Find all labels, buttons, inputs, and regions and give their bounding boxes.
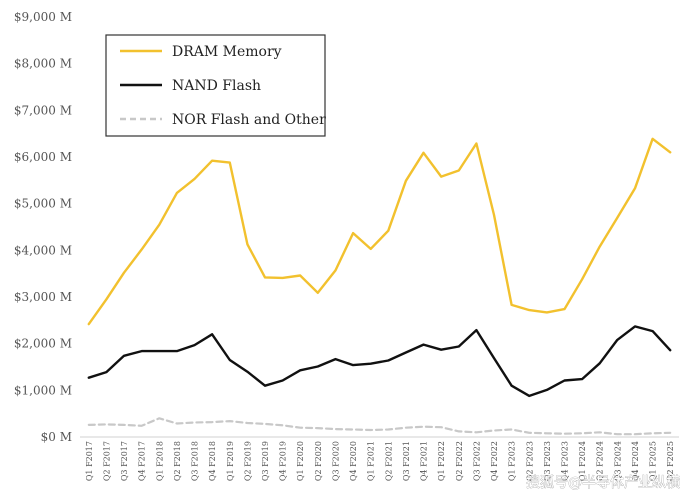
y-tick-label: $5,000 M [14, 197, 72, 211]
x-tick-label: Q1 F2022 [437, 441, 446, 481]
x-tick-label: Q2 F2019 [243, 441, 252, 481]
x-tick-label: Q2 F2025 [666, 441, 675, 481]
y-tick-label: $9,000 M [14, 10, 72, 24]
legend-label-nand-flash: NAND Flash [172, 78, 261, 94]
x-tick-label: Q3 F2024 [613, 441, 622, 481]
series-line-nor-flash-and-other [87, 417, 672, 436]
x-tick-label: Q2 F2018 [173, 441, 182, 481]
x-tick-label: Q3 F2021 [402, 441, 411, 481]
x-tick-label: Q1 F2024 [578, 441, 587, 481]
legend-label-nor-flash-and-other: NOR Flash and Other [172, 112, 326, 128]
series-line-dram-memory [87, 137, 672, 326]
x-tick-label: Q3 F2018 [191, 441, 200, 481]
y-tick-label: $7,000 M [14, 103, 72, 117]
x-tick-label: Q4 F2022 [490, 441, 499, 481]
x-tick-label: Q4 F2019 [279, 441, 288, 481]
x-tick-label: Q2 F2023 [525, 441, 534, 481]
x-tick-label: Q4 F2018 [208, 441, 217, 481]
x-tick-label: Q4 F2023 [560, 441, 569, 481]
y-tick-label: $6,000 M [14, 150, 72, 164]
x-tick-label: Q2 F2024 [596, 441, 605, 481]
x-tick-label: Q3 F2020 [331, 441, 340, 481]
y-tick-label: $2,000 M [14, 337, 72, 351]
x-tick-label: Q2 F2021 [384, 441, 393, 481]
x-tick-label: Q1 F2025 [649, 441, 658, 481]
watermark: 搜狐号@半导体产业纵横 [526, 475, 680, 491]
x-tick-label: Q1 F2021 [367, 441, 376, 481]
x-tick-label: Q1 F2020 [296, 441, 305, 481]
x-tick-label: Q4 F2024 [631, 441, 640, 481]
series-line-nand-flash [87, 325, 672, 398]
x-tick-label: Q3 F2017 [120, 441, 129, 481]
y-axis: $0 M $1,000 M $2,000 M $3,000 M $4,000 M $5,0… [14, 10, 72, 444]
x-tick-label: Q1 F2019 [226, 441, 235, 481]
x-tick-label: Q1 F2023 [508, 441, 517, 481]
x-tick-label: Q4 F2021 [420, 441, 429, 481]
x-axis: Q1 F2017 Q2 F2017 Q3 F2017 Q4 F2017 Q1 F2018… [85, 441, 675, 481]
x-tick-label: Q3 F2023 [543, 441, 552, 481]
y-tick-label: $8,000 M [14, 57, 72, 71]
x-tick-label: Q2 F2022 [455, 441, 464, 481]
y-tick-label: $3,000 M [14, 290, 72, 304]
x-tick-label: Q3 F2019 [261, 441, 270, 481]
x-tick-label: Q2 F2017 [102, 441, 111, 481]
x-tick-label: Q1 F2018 [155, 441, 164, 481]
y-tick-label: $4,000 M [14, 243, 72, 257]
x-tick-label: Q4 F2020 [349, 441, 358, 481]
y-tick-label: $1,000 M [14, 383, 72, 397]
legend-items: DRAM Memory NAND Flash NOR Flash and Other [120, 44, 326, 128]
legend-label-dram-memory: DRAM Memory [172, 44, 282, 60]
x-tick-label: Q2 F2020 [314, 441, 323, 481]
legend: DRAM Memory NAND Flash NOR Flash and Other [105, 34, 326, 137]
x-tick-label: Q4 F2017 [138, 441, 147, 481]
x-tick-label: Q1 F2017 [85, 441, 94, 481]
series-layer [87, 137, 672, 436]
x-tick-label: Q3 F2022 [472, 441, 481, 481]
y-tick-label: $0 M [41, 430, 72, 444]
